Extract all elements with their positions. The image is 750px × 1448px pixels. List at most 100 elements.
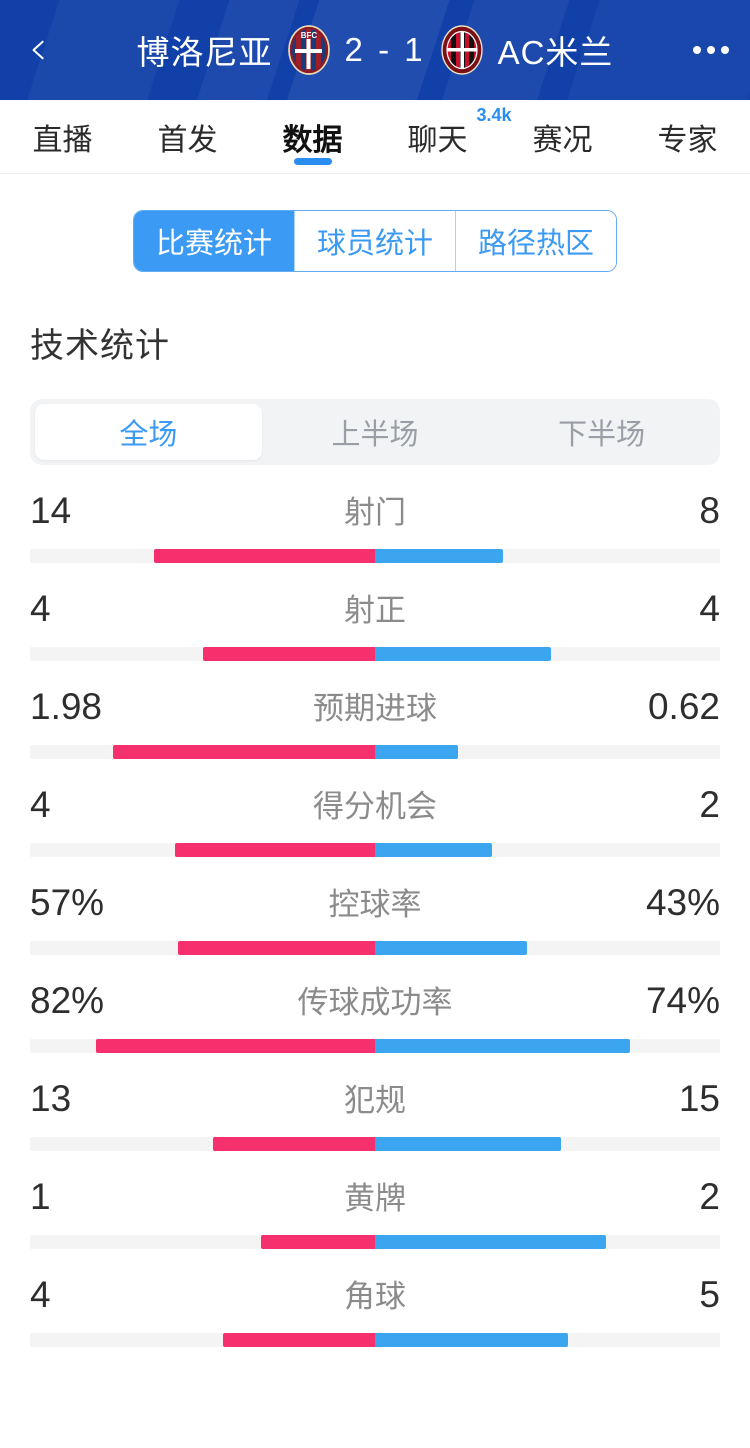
period-label: 全场 (119, 419, 178, 451)
stat-label: 预期进球 (313, 691, 437, 726)
period-pill-group: 全场 上半场 下半场 (30, 399, 720, 465)
segment-path-heatmap[interactable]: 路径热区 (455, 211, 617, 271)
away-bar (375, 1333, 569, 1347)
home-bar (261, 1235, 375, 1249)
stat-row-values: 4 射正 4 (30, 585, 720, 641)
svg-text:BFC: BFC (300, 31, 317, 40)
away-value: 2 (699, 784, 720, 825)
tab-label: 赛况 (532, 123, 593, 157)
bologna-crest-icon: BFC (287, 25, 330, 75)
app-header: 博洛尼亚 BFC 2 - 1 (0, 0, 750, 100)
home-bar (95, 1039, 375, 1053)
more-horizontal-icon (721, 46, 729, 54)
away-value: 2 (699, 1176, 720, 1217)
stat-bar-track (30, 843, 720, 857)
stat-row-values: 57% 控球率 43% (30, 879, 720, 935)
stat-row-values: 4 角球 5 (30, 1271, 720, 1327)
tab-label: 专家 (657, 123, 718, 157)
back-button[interactable] (0, 0, 78, 100)
period-full-match[interactable]: 全场 (35, 404, 262, 460)
stat-bar-track (30, 745, 720, 759)
stat-row: 13 犯规 15 (0, 1075, 750, 1151)
away-value: 74% (645, 980, 720, 1021)
away-value: 0.62 (647, 686, 720, 727)
home-value: 4 (30, 588, 51, 629)
stat-bar-track (30, 941, 720, 955)
period-filter: 全场 上半场 下半场 (30, 399, 720, 465)
segment-label: 路径热区 (478, 228, 595, 260)
segment-player-stats[interactable]: 球员统计 (293, 211, 455, 271)
away-bar (375, 647, 551, 661)
chevron-left-icon (32, 40, 44, 60)
period-label: 上半场 (331, 419, 419, 451)
stats-view-switcher: 比赛统计 球员统计 路径热区 (0, 174, 750, 272)
stat-bar-track (30, 1039, 720, 1053)
away-value: 5 (699, 1274, 720, 1315)
stat-label: 控球率 (328, 887, 422, 922)
stat-row: 4 角球 5 (0, 1271, 750, 1347)
away-bar (375, 745, 458, 759)
stat-row-values: 1.98 预期进球 0.62 (30, 683, 720, 739)
match-score: 2 - 1 (344, 31, 426, 68)
segmented-control: 比赛统计 球员统计 路径热区 (132, 210, 618, 272)
away-bar (375, 1039, 631, 1053)
home-value: 1.98 (30, 686, 103, 727)
tab-label: 直播 (32, 123, 93, 157)
period-label: 下半场 (558, 419, 646, 451)
primary-tabbar: 直播 首发 数据 聊天 3.4k 赛况 专家 (0, 100, 750, 174)
stat-row-values: 13 犯规 15 (30, 1075, 720, 1131)
tab-lineup[interactable]: 首发 (125, 100, 250, 173)
stat-bar-track (30, 1137, 720, 1151)
stat-bar-track (30, 549, 720, 563)
stat-row-values: 82% 传球成功率 74% (30, 977, 720, 1033)
away-bar (375, 843, 493, 857)
chat-count-badge: 3.4k (476, 104, 512, 125)
home-value: 4 (30, 784, 51, 825)
stat-row: 82% 传球成功率 74% (0, 977, 750, 1053)
away-bar (375, 1235, 607, 1249)
home-value: 14 (30, 490, 72, 531)
period-second-half[interactable]: 下半场 (488, 404, 715, 460)
ac-milan-crest-icon (440, 25, 483, 75)
away-bar (375, 549, 503, 563)
stat-row: 57% 控球率 43% (0, 879, 750, 955)
tab-active-underline (293, 158, 332, 165)
stat-row-values: 1 黄牌 2 (30, 1173, 720, 1229)
home-bar (202, 647, 375, 661)
match-title: 博洛尼亚 BFC 2 - 1 (78, 0, 672, 100)
stat-label: 传球成功率 (297, 985, 453, 1020)
more-options-button[interactable] (672, 0, 750, 100)
home-value: 4 (30, 1274, 51, 1315)
away-value: 4 (699, 588, 720, 629)
stat-bar-track (30, 1235, 720, 1249)
tab-live[interactable]: 直播 (0, 100, 125, 173)
tab-match-situation[interactable]: 赛况 (500, 100, 625, 173)
tab-data[interactable]: 数据 (250, 100, 375, 173)
segment-label: 比赛统计 (155, 228, 272, 260)
period-first-half[interactable]: 上半场 (262, 404, 489, 460)
tab-experts[interactable]: 专家 (625, 100, 750, 173)
stat-bar-track (30, 1333, 720, 1347)
tab-label: 聊天 (407, 123, 468, 157)
home-value: 1 (30, 1176, 51, 1217)
away-team-name: AC米兰 (497, 34, 614, 71)
stat-label: 射正 (344, 593, 406, 628)
away-value: 15 (678, 1078, 720, 1119)
stat-label: 角球 (344, 1279, 406, 1314)
segment-label: 球员统计 (316, 228, 433, 260)
more-horizontal-icon (707, 46, 715, 54)
away-bar (375, 941, 527, 955)
away-bar (375, 1137, 562, 1151)
home-bar (212, 1137, 375, 1151)
stat-row-values: 14 射门 8 (30, 487, 720, 543)
home-bar (223, 1333, 375, 1347)
away-value: 43% (645, 882, 720, 923)
home-bar (112, 745, 375, 759)
home-value: 82% (30, 980, 105, 1021)
tab-chat[interactable]: 聊天 3.4k (375, 100, 512, 173)
home-bar (174, 843, 375, 857)
stat-row: 1 黄牌 2 (0, 1173, 750, 1249)
stat-label: 犯规 (344, 1083, 406, 1118)
away-value: 8 (699, 490, 720, 531)
segment-match-stats[interactable]: 比赛统计 (133, 211, 294, 271)
